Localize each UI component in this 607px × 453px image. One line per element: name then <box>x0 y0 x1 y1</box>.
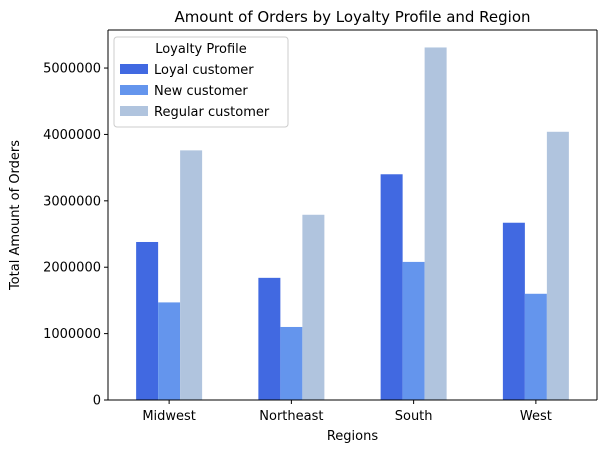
chart-title: Amount of Orders by Loyalty Profile and … <box>174 8 530 26</box>
bar <box>546 131 569 401</box>
y-axis-label: Total Amount of Orders <box>8 140 23 291</box>
legend: Loyalty Profile Loyal customer New custom… <box>113 36 289 128</box>
legend-label: New customer <box>154 84 248 99</box>
bar <box>424 47 447 401</box>
y-tick-label: 2000000 <box>43 261 101 276</box>
y-tick-label: 3000000 <box>43 194 101 209</box>
x-tick-label: Midwest <box>142 409 196 424</box>
legend-title: Loyalty Profile <box>155 42 247 57</box>
legend-swatch <box>120 64 148 74</box>
y-tick-label: 5000000 <box>43 62 101 77</box>
legend-frame <box>113 36 289 128</box>
bar <box>502 222 525 400</box>
bar <box>380 174 403 400</box>
x-axis-label: Regions <box>327 429 379 444</box>
y-tick-label: 1000000 <box>43 327 101 342</box>
legend-swatch <box>120 85 148 95</box>
bar <box>524 293 547 400</box>
bar <box>302 214 325 400</box>
y-tick-label: 0 <box>93 394 101 409</box>
bar <box>136 241 159 400</box>
bar <box>180 150 203 400</box>
x-tick-label: Northeast <box>259 409 323 424</box>
legend-label: Loyal customer <box>154 63 254 78</box>
bar <box>402 261 425 400</box>
x-tick-label: West <box>520 409 552 424</box>
bar <box>280 326 303 400</box>
bar <box>258 277 281 400</box>
plot-area: 0 1000000 2000000 3000000 4000000 5000000 Midw… <box>43 29 598 424</box>
legend-swatch <box>120 106 148 116</box>
legend-label: Regular customer <box>154 105 270 120</box>
bar <box>158 302 181 400</box>
x-tick-label: South <box>395 409 433 424</box>
y-tick-label: 4000000 <box>43 128 101 143</box>
